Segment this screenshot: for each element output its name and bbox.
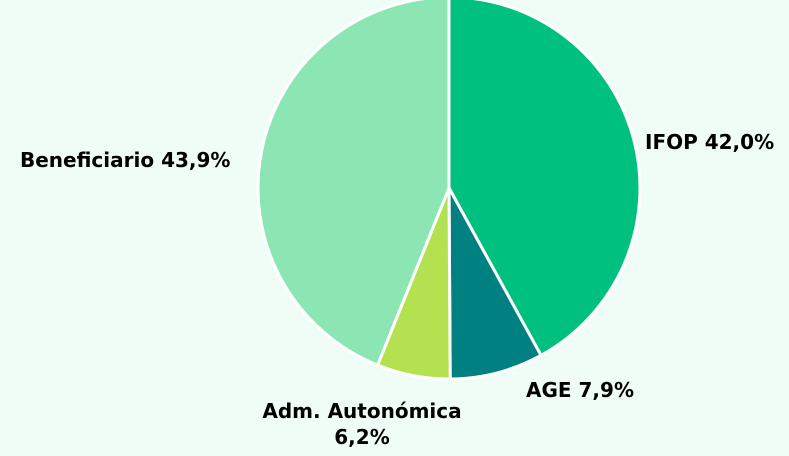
data-label-line: AGE 7,9%	[526, 378, 634, 402]
pie-slice-ifop	[447, 0, 642, 358]
pie-data-labels: IFOP 42,0% AGE 7,9% Adm. Autonómica 6,2% Ben…	[20, 130, 774, 449]
pie-slice-age	[447, 187, 544, 381]
data-label-adm-auton-mica: Adm. Autonómica 6,2%	[262, 399, 461, 449]
data-label-line: 6,2%	[334, 425, 389, 449]
data-label-ifop: IFOP 42,0%	[645, 130, 774, 154]
data-label-age: AGE 7,9%	[526, 378, 634, 402]
data-label-line: Adm. Autonómica	[262, 399, 461, 423]
pie-slices	[256, 0, 642, 381]
pie-slice-beneficiario	[256, 0, 451, 368]
data-label-beneficiario: Beneficiario 43,9%	[20, 148, 230, 172]
data-label-line: Beneficiario 43,9%	[20, 148, 230, 172]
data-label-line: IFOP 42,0%	[645, 130, 774, 154]
